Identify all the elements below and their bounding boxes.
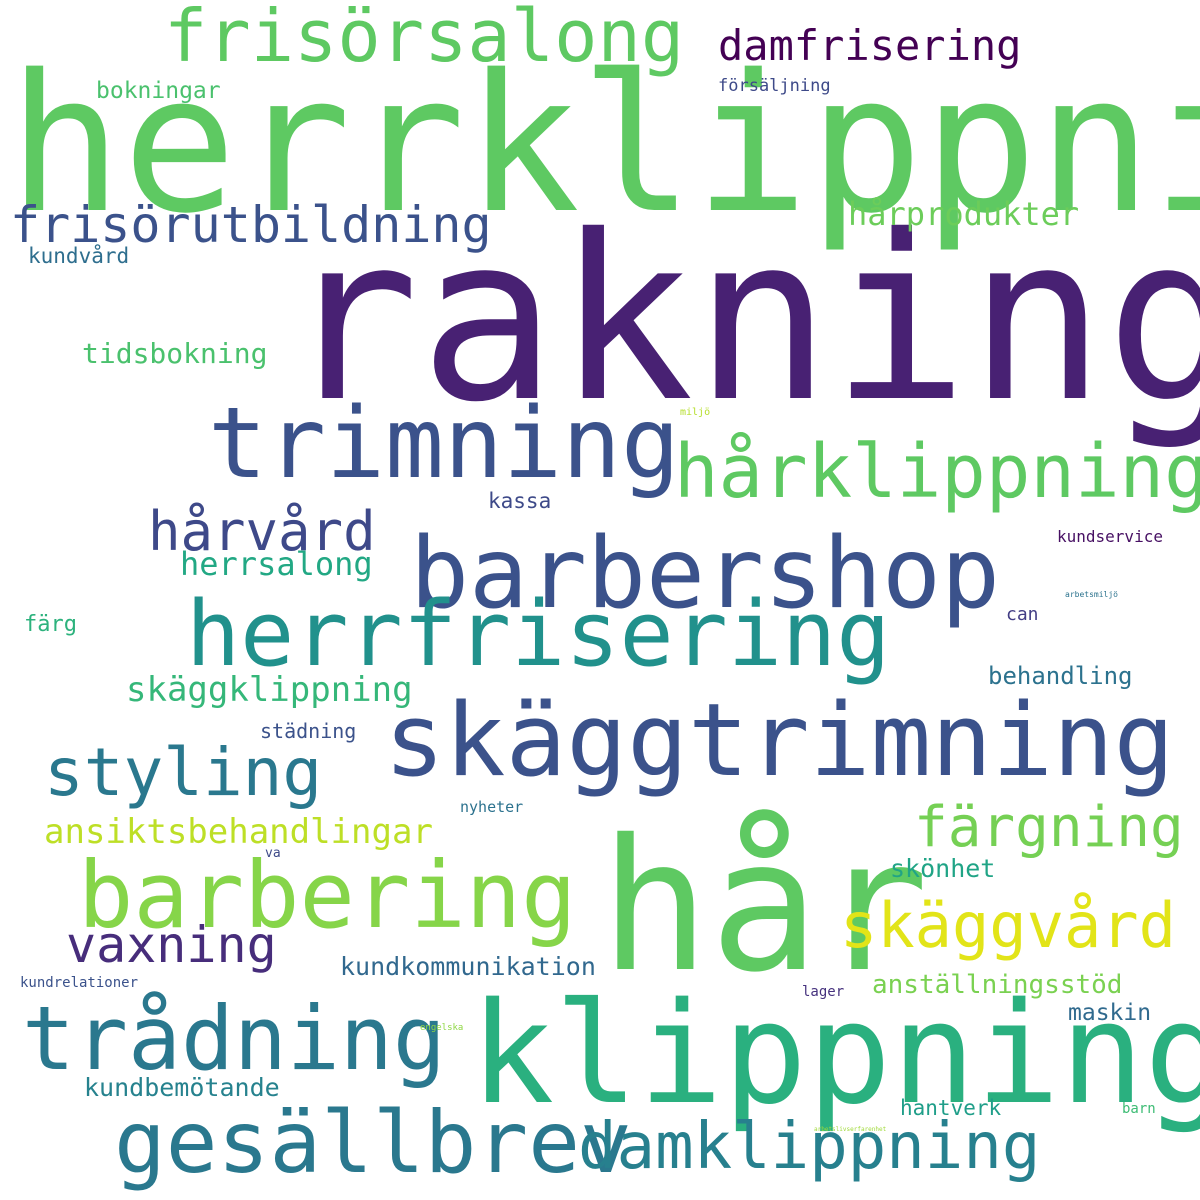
word-gesallbrev: gesällbrev [114, 1093, 632, 1193]
word-bokningar: bokningar [96, 78, 221, 104]
word-barbering: barbering [78, 842, 577, 949]
word-va: va [265, 846, 281, 861]
word-stadning: städning [260, 719, 357, 743]
word-herrsalong: herrsalong [180, 545, 373, 583]
word-vaxning: vaxning [66, 916, 277, 974]
word-tidsbokning: tidsbokning [82, 337, 268, 370]
word-harvard: hårvård [148, 500, 376, 563]
word-har: hår [600, 800, 929, 1012]
word-fargning: färgning [914, 795, 1184, 860]
word-ansiktsbehandlingar: ansiktsbehandlingar [44, 812, 433, 852]
word-herrfrisering: herrfrisering [186, 582, 891, 687]
word-arbetslivserfarenhet: arbetslivserfarenhet [814, 1126, 887, 1133]
word-forsaljning: försäljning [718, 76, 831, 96]
word-kundrelationer: kundrelationer [20, 975, 139, 991]
word-hantverk: hantverk [900, 1096, 1002, 1120]
word-skaggklippning: skäggklippning [126, 670, 413, 710]
word-engelska: engelska [420, 1023, 464, 1033]
word-skaggvard: skäggvård [840, 889, 1176, 962]
word-tradning: trådning [22, 987, 446, 1090]
word-rakning: rakning [282, 186, 1200, 452]
word-trimning: trimning [208, 387, 681, 501]
word-frisorsalong: frisörsalong [164, 0, 685, 78]
word-can: can [1006, 604, 1039, 625]
word-farg: färg [24, 612, 77, 637]
word-skonhet: skönhet [890, 854, 996, 883]
word-frisorutbildning: frisörutbildning [10, 196, 492, 254]
word-herrklippning: herrklippning [8, 34, 1200, 255]
word-kundkommunikation: kundkommunikation [340, 952, 596, 981]
word-kundvard: kundvård [28, 244, 130, 268]
word-maskin: maskin [1068, 1000, 1152, 1026]
word-skaggtrimning: skäggtrimning [384, 681, 1175, 799]
word-miljo: miljö [680, 407, 711, 418]
word-barn: barn [1122, 1101, 1156, 1117]
word-kassa: kassa [488, 489, 552, 513]
word-harklippning: hårklippning [674, 429, 1200, 515]
word-harprodukter: hårprodukter [848, 195, 1080, 233]
word-kundbemotande: kundbemötande [84, 1073, 280, 1102]
word-barbershop: barbershop [410, 517, 1001, 631]
word-arbetsmiljo: arbetsmiljö [1065, 590, 1118, 599]
word-klippning: klippning [470, 973, 1200, 1136]
word-behandling: behandling [988, 662, 1133, 690]
word-nyheter: nyheter [460, 798, 524, 816]
word-kundservice: kundservice [1057, 527, 1163, 546]
word-styling: styling [44, 734, 323, 811]
word-lager: lager [802, 984, 845, 1000]
word-damfrisering: damfrisering [718, 21, 1022, 70]
word-anstallningsstod: anställningsstöd [872, 970, 1123, 1000]
word-damklippning: damklippning [578, 1110, 1041, 1184]
